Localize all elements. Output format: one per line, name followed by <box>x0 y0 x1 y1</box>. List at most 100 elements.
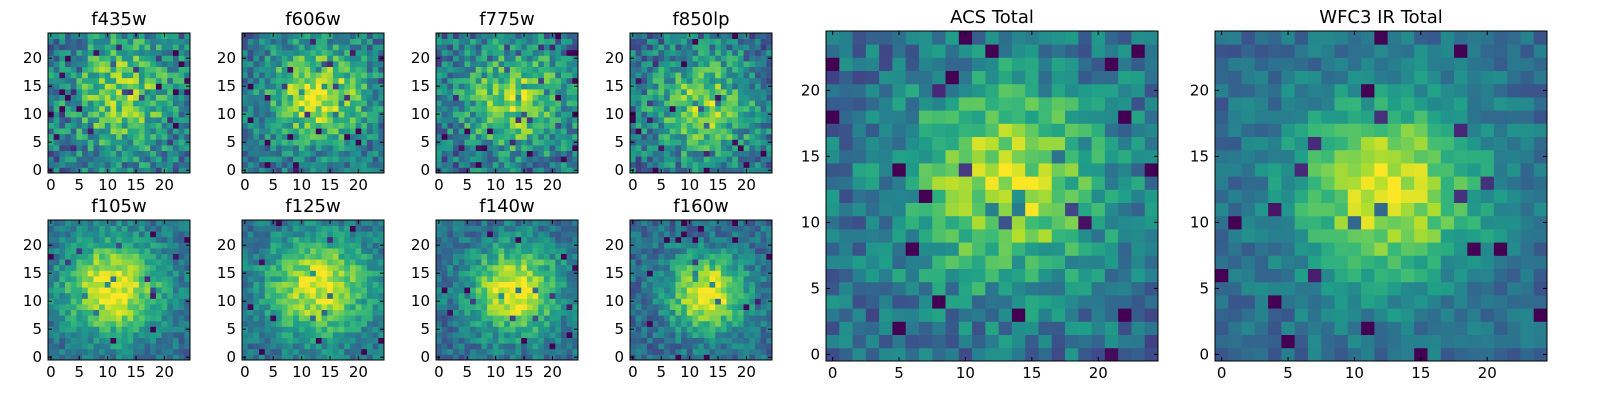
heatmap-cell <box>453 242 460 249</box>
heatmap-cell <box>276 320 283 327</box>
heatmap-cell <box>315 122 322 129</box>
heatmap-cell <box>686 156 693 163</box>
heatmap-cell <box>138 348 145 355</box>
heatmap-cell <box>692 77 699 84</box>
heatmap-cell <box>681 276 688 282</box>
heatmap-cell <box>315 264 322 271</box>
heatmap-cell <box>310 83 317 90</box>
heatmap-cell <box>658 77 665 84</box>
heatmap-cell <box>53 94 60 101</box>
heatmap-cell <box>664 326 671 333</box>
heatmap-cell <box>447 161 454 168</box>
heatmap-cell <box>138 122 145 129</box>
heatmap-cell <box>481 49 488 56</box>
heatmap-cell <box>247 77 254 84</box>
heatmap-cell <box>498 105 505 112</box>
heatmap-cell <box>760 332 767 338</box>
y-tick-label: 10 <box>411 292 430 310</box>
heatmap-cell <box>526 145 533 151</box>
heatmap-cell <box>161 298 168 305</box>
heatmap-cell <box>732 66 739 73</box>
heatmap-cell <box>338 220 345 226</box>
heatmap-cell <box>681 33 688 39</box>
heatmap-cell <box>366 276 374 282</box>
heatmap-cell <box>82 343 89 350</box>
heatmap-cell <box>332 231 339 238</box>
heatmap-cell <box>253 111 260 118</box>
heatmap-cell <box>470 117 477 123</box>
heatmap-cell <box>560 270 568 277</box>
heatmap-cell <box>372 220 379 226</box>
heatmap-cell <box>498 156 505 163</box>
heatmap-cell <box>70 105 77 112</box>
heatmap-cell <box>355 348 362 355</box>
heatmap-cell <box>167 44 174 51</box>
heatmap-cell <box>138 111 145 118</box>
heatmap-cell <box>470 332 477 338</box>
heatmap-cell <box>754 337 762 344</box>
heatmap-cell <box>281 139 288 146</box>
heatmap-cell <box>344 354 351 361</box>
heatmap-cell <box>760 77 767 84</box>
heatmap-cell <box>549 61 556 67</box>
heatmap-cell <box>749 44 756 51</box>
heatmap-cell <box>743 66 750 73</box>
heatmap-cell <box>549 276 556 282</box>
heatmap-cell <box>53 231 60 238</box>
heatmap-cell <box>760 287 767 294</box>
heatmap-cell <box>458 343 465 350</box>
heatmap-cell <box>361 276 368 282</box>
heatmap-cell <box>167 231 174 238</box>
heatmap-cell <box>436 281 443 288</box>
heatmap-cell <box>116 292 123 299</box>
heatmap-cell <box>470 83 477 90</box>
heatmap-cell <box>378 89 385 95</box>
heatmap-cell <box>338 111 345 118</box>
heatmap-cell <box>242 105 249 112</box>
heatmap-cell <box>669 309 676 316</box>
heatmap-cell <box>720 343 727 350</box>
heatmap-cell <box>281 220 288 226</box>
heatmap-cell <box>549 231 556 238</box>
heatmap-cell <box>161 337 168 344</box>
heatmap-cell <box>82 100 89 107</box>
heatmap-cell <box>447 145 454 151</box>
heatmap-cell <box>543 128 550 135</box>
heatmap-cell <box>681 128 688 135</box>
heatmap-cell <box>167 72 174 79</box>
heatmap-cell <box>766 49 773 56</box>
heatmap-cell <box>138 292 145 299</box>
heatmap-cell <box>304 72 311 79</box>
heatmap-cell <box>487 292 494 299</box>
heatmap-cell <box>743 276 750 282</box>
heatmap-cell <box>566 49 573 56</box>
heatmap-cell <box>698 276 705 282</box>
heatmap-cell <box>270 128 277 135</box>
heatmap-cell <box>641 139 648 146</box>
heatmap-cell <box>310 354 317 361</box>
heatmap-cell <box>138 128 145 135</box>
heatmap-cell <box>675 128 682 135</box>
heatmap-cell <box>441 343 448 350</box>
heatmap-cell <box>247 320 254 327</box>
heatmap-cell <box>281 354 288 361</box>
heatmap-cell <box>116 348 123 355</box>
heatmap-cell <box>361 259 368 266</box>
heatmap-cell <box>82 33 89 39</box>
heatmap-cell <box>669 304 676 310</box>
heatmap-cell <box>259 220 266 226</box>
heatmap-cell <box>737 66 744 73</box>
heatmap-cell <box>652 161 659 168</box>
heatmap-cell <box>150 66 157 73</box>
heatmap-cell <box>737 326 744 333</box>
heatmap-cell <box>715 94 722 101</box>
heatmap-cell <box>453 122 460 129</box>
heatmap-cell <box>549 77 556 84</box>
heatmap-cell <box>549 139 556 146</box>
heatmap-cell <box>133 100 140 107</box>
heatmap-cell <box>732 156 739 163</box>
heatmap-cell <box>242 259 249 266</box>
heatmap-cell <box>492 117 499 123</box>
heatmap-cell <box>155 248 162 254</box>
heatmap-cell <box>447 156 454 163</box>
